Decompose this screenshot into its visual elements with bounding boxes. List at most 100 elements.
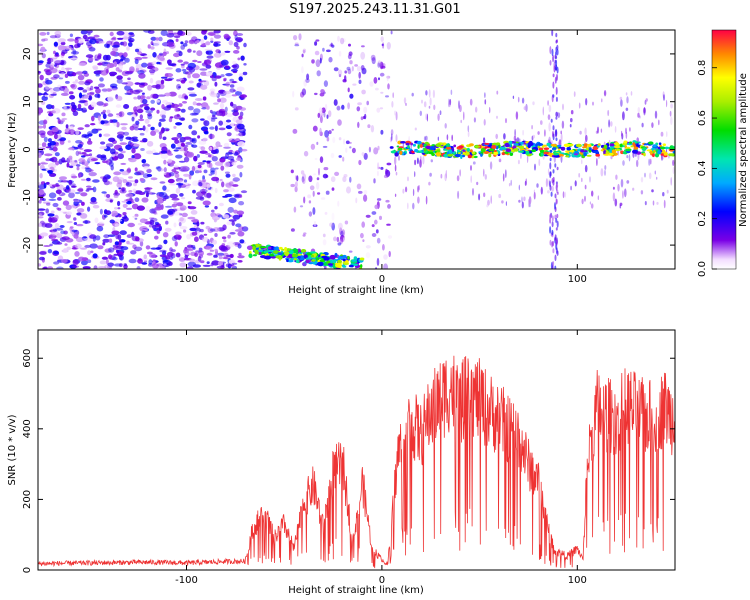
- streak-mark: [629, 127, 631, 132]
- zero-trace-mark: [412, 143, 416, 147]
- streak-mark: [391, 101, 394, 108]
- noise-blob: [187, 48, 192, 53]
- streak-mark: [555, 111, 558, 117]
- noise-blob: [50, 226, 58, 230]
- noise-blob: [167, 178, 175, 184]
- noise-blob: [86, 30, 93, 34]
- zero-trace-mark: [399, 150, 403, 155]
- noise-blob: [207, 31, 216, 36]
- noise-blob: [192, 59, 198, 63]
- streak-mark: [658, 119, 660, 126]
- zero-trace-mark: [657, 150, 661, 155]
- streak-mark: [551, 229, 554, 236]
- noise-blob: [122, 179, 128, 184]
- zero-trace-mark: [538, 147, 544, 151]
- noise-blob: [39, 32, 47, 36]
- streak-mark: [475, 106, 478, 113]
- noise-blob: [222, 214, 230, 219]
- noise-blob: [194, 236, 199, 242]
- streak-mark: [555, 137, 558, 142]
- streak-mark: [549, 226, 552, 234]
- low-trace-mark: [284, 247, 288, 252]
- streak-mark: [584, 195, 586, 202]
- noise-blob: [348, 250, 353, 253]
- noise-blob: [115, 95, 123, 102]
- zero-trace-mark: [454, 153, 461, 158]
- noise-blob: [158, 191, 168, 198]
- noise-blob: [74, 251, 80, 257]
- noise-blob: [116, 121, 120, 128]
- noise-blob: [234, 34, 238, 41]
- noise-blob: [225, 173, 231, 178]
- streak-mark: [651, 122, 654, 128]
- streak-mark: [518, 138, 521, 142]
- noise-blob: [223, 189, 229, 193]
- noise-blob: [153, 211, 157, 215]
- streak-mark: [656, 201, 659, 205]
- noise-blob: [308, 175, 313, 183]
- noise-blob: [219, 110, 228, 116]
- noise-blob: [337, 200, 340, 207]
- noise-blob: [77, 127, 84, 130]
- noise-blob: [365, 214, 371, 218]
- noise-blob: [141, 62, 148, 68]
- zero-trace-mark: [625, 148, 632, 152]
- noise-blob: [101, 88, 108, 92]
- noise-blob: [61, 66, 65, 73]
- noise-blob: [140, 148, 145, 151]
- noise-blob: [79, 213, 88, 219]
- noise-blob: [80, 192, 88, 197]
- noise-blob: [87, 206, 91, 212]
- noise-blob: [95, 235, 101, 241]
- noise-blob: [146, 251, 153, 255]
- noise-blob: [376, 198, 382, 201]
- streak-mark: [394, 110, 397, 116]
- noise-blob: [193, 108, 201, 114]
- noise-blob: [44, 94, 48, 98]
- noise-blob: [317, 192, 321, 195]
- x-tick-label: 100: [568, 274, 587, 285]
- noise-blob: [363, 106, 368, 114]
- noise-blob: [119, 169, 125, 172]
- noise-blob: [238, 132, 245, 137]
- streak-mark: [496, 115, 498, 119]
- noise-blob: [130, 114, 137, 118]
- noise-blob: [231, 262, 238, 265]
- noise-blob: [340, 37, 345, 45]
- noise-blob: [81, 260, 88, 266]
- streak-mark: [505, 201, 507, 206]
- noise-blob: [361, 45, 365, 48]
- noise-blob: [78, 80, 85, 85]
- noise-blob: [225, 182, 233, 188]
- noise-blob: [66, 185, 70, 190]
- noise-blob: [55, 160, 60, 166]
- streak-mark: [498, 158, 502, 163]
- streak-mark: [467, 125, 470, 132]
- noise-blob: [206, 51, 209, 55]
- noise-blob: [80, 30, 88, 35]
- noise-blob: [237, 57, 241, 61]
- noise-blob: [183, 173, 190, 177]
- noise-blob: [53, 41, 59, 47]
- noise-blob: [139, 240, 144, 247]
- noise-blob: [162, 185, 167, 191]
- noise-blob: [102, 54, 109, 61]
- noise-blob: [308, 200, 312, 204]
- noise-blob: [240, 190, 248, 194]
- streak-mark: [484, 92, 486, 98]
- zero-trace-mark: [664, 146, 670, 150]
- streak-mark: [523, 106, 526, 110]
- streak-mark: [547, 168, 550, 176]
- streak-mark: [643, 107, 646, 114]
- streak-mark: [603, 90, 607, 97]
- noise-blob: [218, 202, 224, 207]
- streak-mark: [524, 180, 527, 186]
- noise-blob: [75, 129, 80, 136]
- noise-blob: [121, 187, 125, 193]
- low-trace-mark: [332, 259, 337, 264]
- noise-blob: [171, 197, 180, 201]
- noise-blob: [87, 250, 92, 256]
- noise-blob: [232, 177, 240, 182]
- noise-blob: [110, 88, 118, 91]
- snr-frame: [37, 329, 676, 571]
